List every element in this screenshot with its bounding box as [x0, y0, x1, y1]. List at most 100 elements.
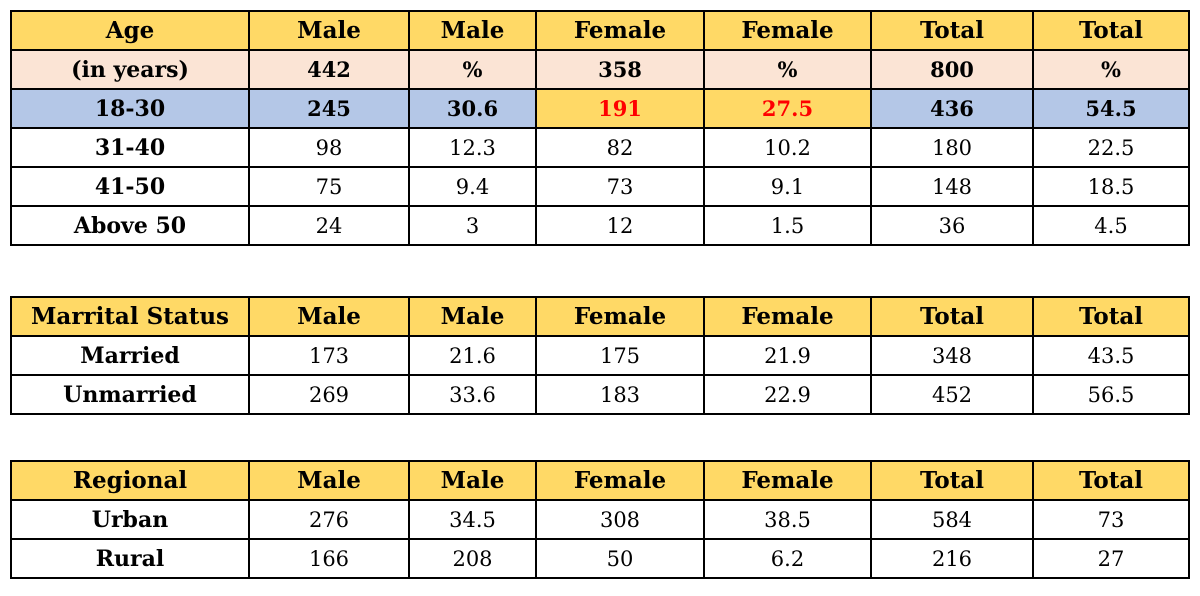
cell: % [703, 49, 872, 90]
cell: 21.9 [703, 335, 872, 376]
row-label: Married [10, 335, 250, 376]
cell: 4.5 [1032, 205, 1190, 246]
table-row: 18-30 245 30.6 191 27.5 436 54.5 [10, 88, 1190, 129]
cell: 1.5 [703, 205, 872, 246]
cell: Total [1032, 296, 1190, 337]
cell: 18.5 [1032, 166, 1190, 207]
cell: Male [248, 296, 410, 337]
cell: Male [248, 460, 410, 501]
cell: 21.6 [408, 335, 537, 376]
cell: 216 [870, 538, 1034, 579]
cell: 43.5 [1032, 335, 1190, 376]
cell: 208 [408, 538, 537, 579]
table-row: (in years) 442% 358% 800% [10, 49, 1190, 90]
cell: Male [408, 296, 537, 337]
cell: 98 [248, 127, 410, 168]
table-row: 41-50 75 9.4 73 9.1 148 18.5 [10, 166, 1190, 207]
data-table: Age Male Male Female Female Total Total (in yea… [10, 10, 1190, 246]
table-row: Above 50 24 3 12 1.5 36 4.5 [10, 205, 1190, 246]
cell: 148 [870, 166, 1034, 207]
cell: 584 [870, 499, 1034, 540]
cell: 276 [248, 499, 410, 540]
row-label: Above 50 [10, 205, 250, 246]
table-row: Urban 276 34.5 308 38.5 584 73 [10, 499, 1190, 540]
cell: 73 [535, 166, 705, 207]
cell: 308 [535, 499, 705, 540]
cell: Female [535, 10, 705, 51]
row-label: Urban [10, 499, 250, 540]
cell: Total [870, 10, 1034, 51]
cell: 34.5 [408, 499, 537, 540]
cell: Male [408, 10, 537, 51]
cell: 24 [248, 205, 410, 246]
table-row: 31-40 98 12.3 82 10.2 180 22.5 [10, 127, 1190, 168]
cell: 75 [248, 166, 410, 207]
cell: 9.1 [703, 166, 872, 207]
header-row: Marrital Status Male Male Female Female Total… [10, 296, 1190, 337]
cell: 348 [870, 335, 1034, 376]
cell: Male [248, 10, 410, 51]
cell: 38.5 [703, 499, 872, 540]
cell: Male [408, 460, 537, 501]
cell: 36 [870, 205, 1034, 246]
row-label: 31-40 [10, 127, 250, 168]
cell: 173 [248, 335, 410, 376]
row-label: Age [10, 10, 250, 51]
cell: Female [535, 460, 705, 501]
cell: 54.5 [1032, 88, 1190, 129]
row-label: (in years) [10, 49, 250, 90]
data-table: Marrital Status Male Male Female Female Total… [10, 296, 1190, 415]
cell: 33.6 [408, 374, 537, 415]
cell: Female [703, 296, 872, 337]
row-label: Rural [10, 538, 250, 579]
cell: 436 [870, 88, 1034, 129]
cell: 82 [535, 127, 705, 168]
header-row: Age Male Male Female Female Total Total [10, 10, 1190, 51]
cell: 50 [535, 538, 705, 579]
cell: 12 [535, 205, 705, 246]
cell: Total [1032, 10, 1190, 51]
row-label: Marrital Status [10, 296, 250, 337]
cell: 175 [535, 335, 705, 376]
cell: 269 [248, 374, 410, 415]
table-row: Married 173 21.6 175 21.9 348 43.5 [10, 335, 1190, 376]
header-row: Regional Male Male Female Female Total Total [10, 460, 1190, 501]
cell: 3 [408, 205, 537, 246]
cell: 183 [535, 374, 705, 415]
cell: 180 [870, 127, 1034, 168]
row-label: 18-30 [10, 88, 250, 129]
cell: 22.5 [1032, 127, 1190, 168]
cell: 30.6 [408, 88, 537, 129]
cell: 22.9 [703, 374, 872, 415]
cell: 191 [535, 88, 705, 129]
cell: % [408, 49, 537, 90]
cell: 6.2 [703, 538, 872, 579]
row-label: Unmarried [10, 374, 250, 415]
cell: 800 [870, 49, 1034, 90]
cell: 12.3 [408, 127, 537, 168]
cell: 166 [248, 538, 410, 579]
cell: Total [870, 460, 1034, 501]
cell: 452 [870, 374, 1034, 415]
cell: 245 [248, 88, 410, 129]
cell: 358 [535, 49, 705, 90]
cell: 10.2 [703, 127, 872, 168]
cell: Female [703, 10, 872, 51]
cell: 9.4 [408, 166, 537, 207]
row-label: Regional [10, 460, 250, 501]
cell: Female [703, 460, 872, 501]
cell: Total [870, 296, 1034, 337]
row-label: 41-50 [10, 166, 250, 207]
cell: 56.5 [1032, 374, 1190, 415]
cell: 442 [248, 49, 410, 90]
cell: Total [1032, 460, 1190, 501]
cell: Female [535, 296, 705, 337]
cell: 27 [1032, 538, 1190, 579]
table-row: Unmarried 269 33.6 183 22.9 452 56.5 [10, 374, 1190, 415]
cell: 27.5 [703, 88, 872, 129]
cell: % [1032, 49, 1190, 90]
cell: 73 [1032, 499, 1190, 540]
data-table: Regional Male Male Female Female Total Total Ur… [10, 460, 1190, 579]
table-row: Rural 166 208 50 6.2 216 27 [10, 538, 1190, 579]
